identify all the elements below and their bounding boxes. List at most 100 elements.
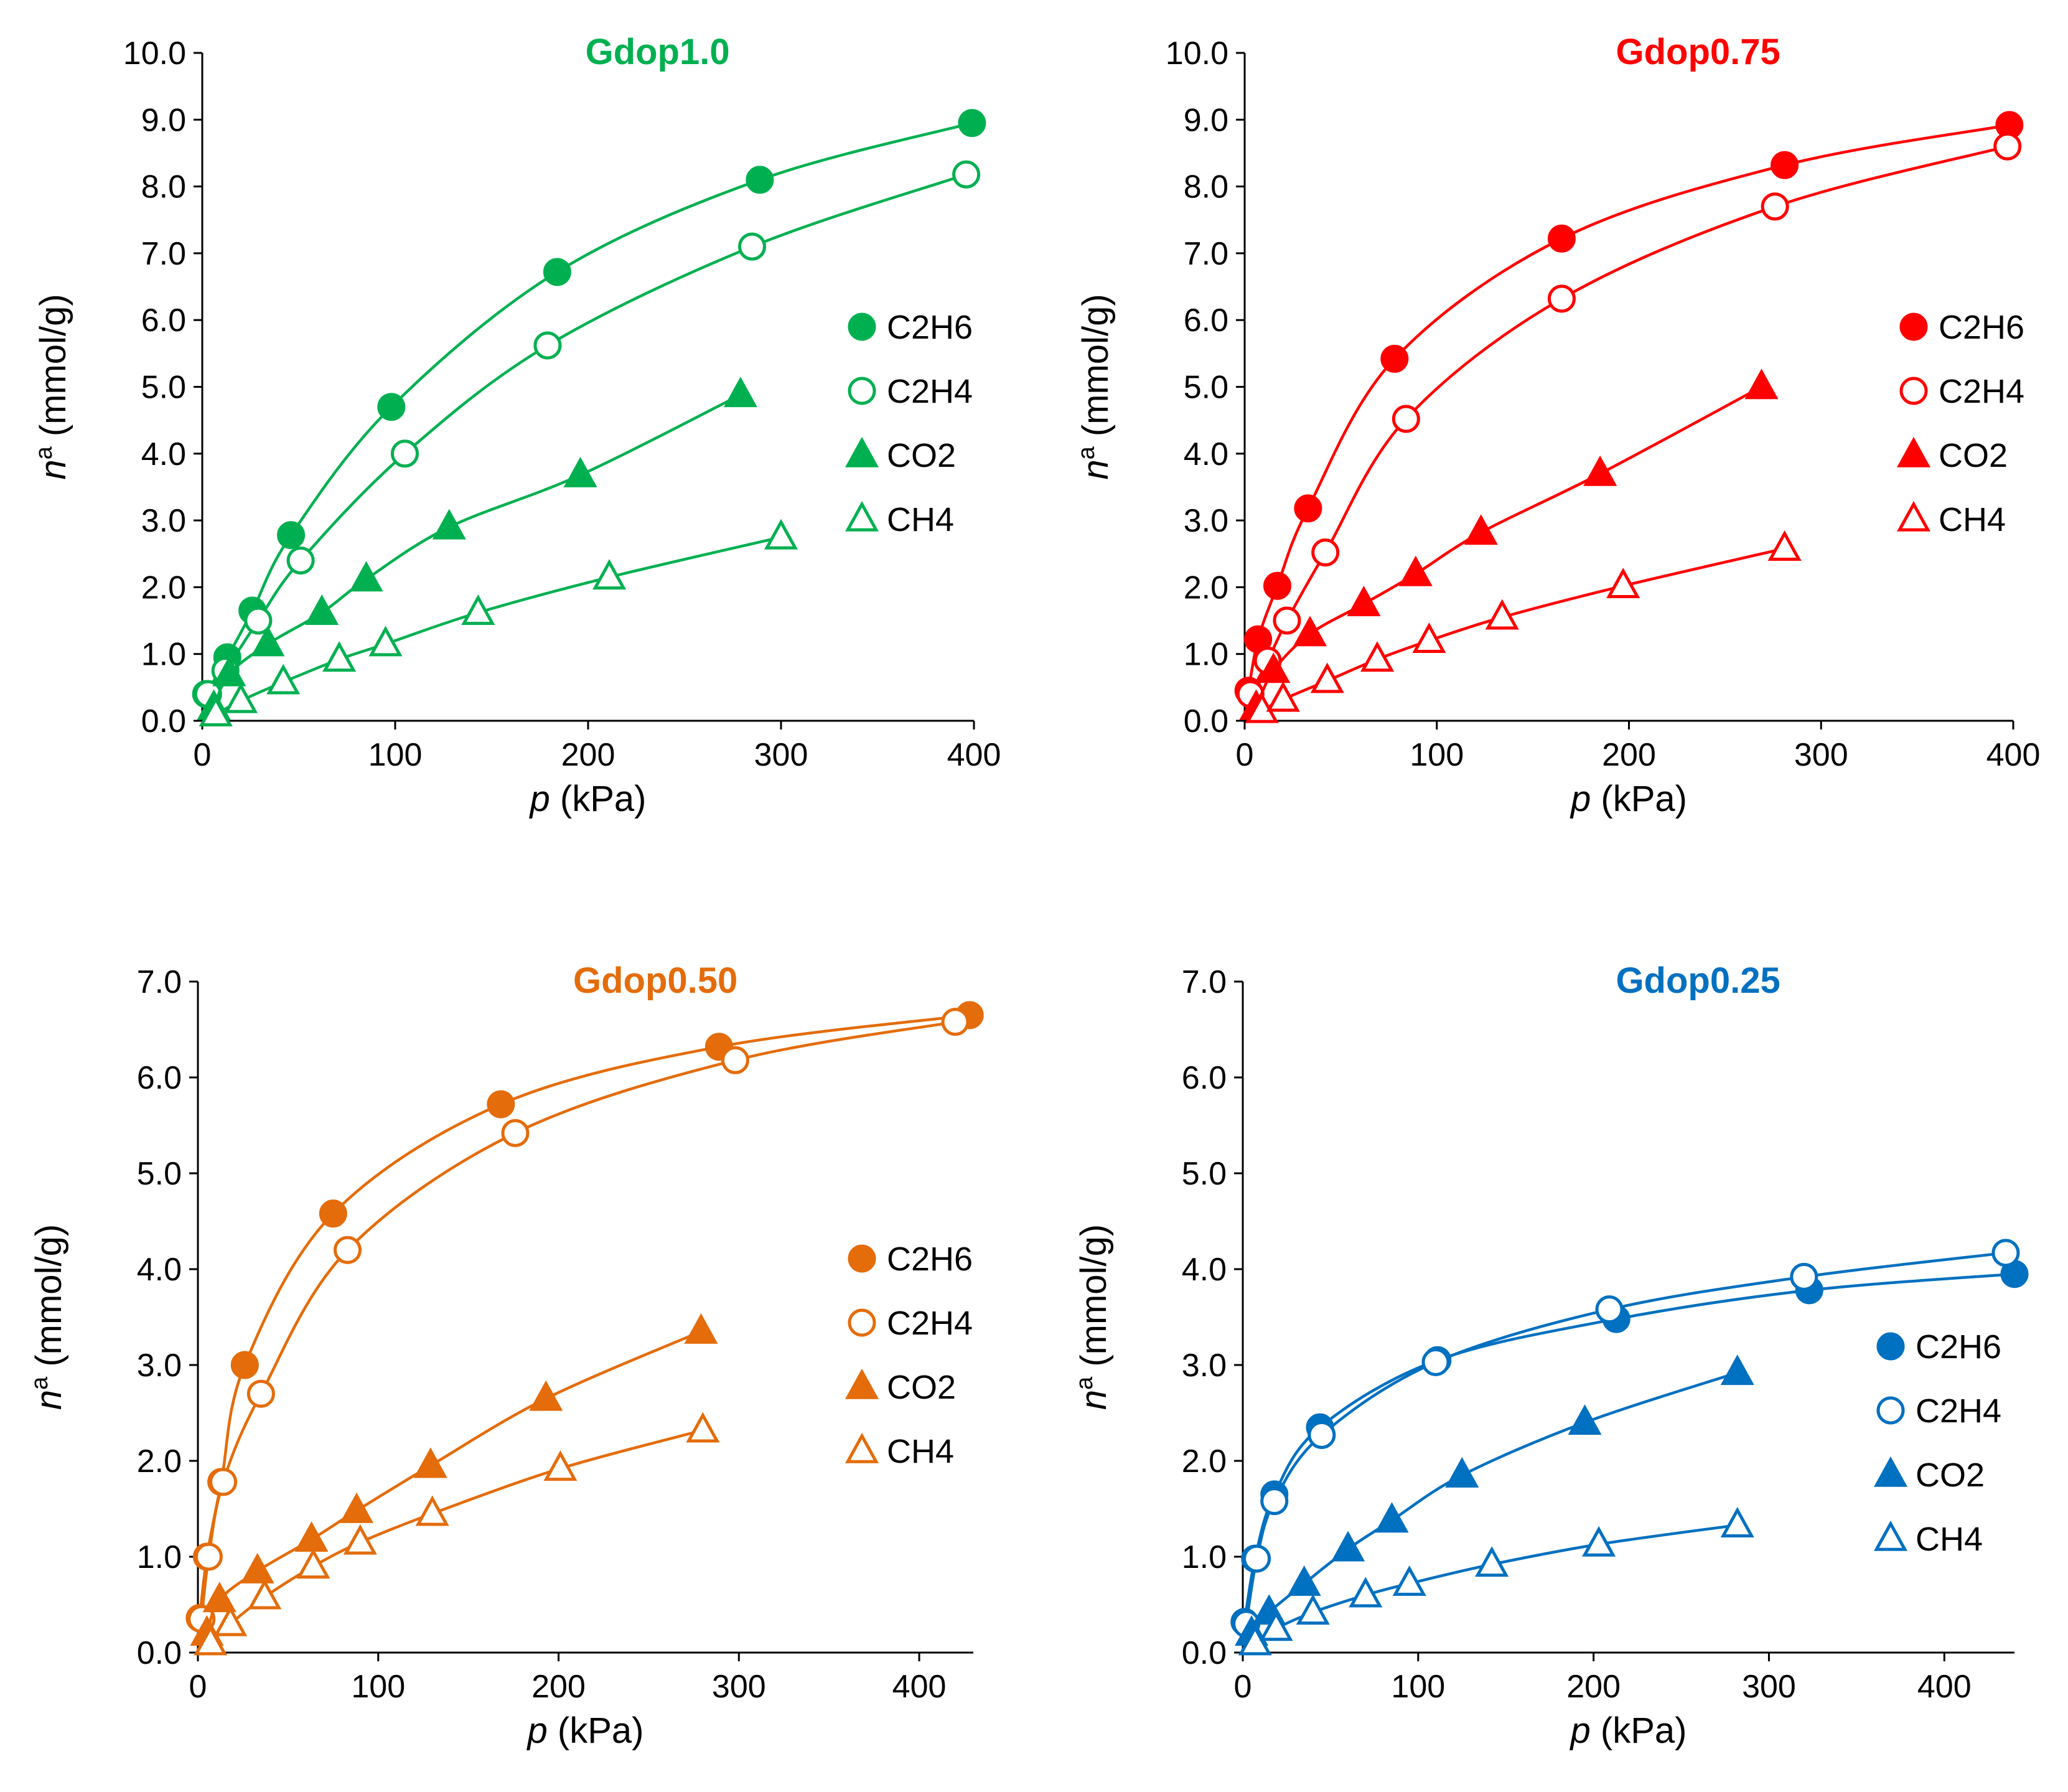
y-tick-label: 0.0 <box>1182 1635 1227 1671</box>
data-point <box>240 1552 274 1583</box>
x-axis-unit: (kPa) <box>1601 779 1687 819</box>
x-tick-label: 400 <box>892 1669 947 1705</box>
legend-entry: C2H6 <box>848 1241 973 1278</box>
y-tick-label: 0.0 <box>137 1635 182 1671</box>
x-axis-gap <box>1591 779 1601 819</box>
y-axis-label: na (mmol/g) <box>1072 1224 1114 1410</box>
data-point <box>1308 1420 1336 1449</box>
y-tick-label: 3.0 <box>1182 1348 1227 1384</box>
legend-entry: CH4 <box>845 1432 954 1470</box>
data-point <box>1475 1546 1509 1577</box>
legend-marker <box>1899 312 1928 341</box>
legend-marker <box>1873 1520 1908 1551</box>
y-tick-label: 1.0 <box>137 1539 182 1575</box>
y-tick-label: 7.0 <box>137 964 182 1000</box>
x-axis-var: p <box>529 779 550 819</box>
data-point <box>1347 586 1381 617</box>
data-point <box>1375 1502 1409 1533</box>
legend-entry: C2H4 <box>848 373 973 410</box>
data-point <box>248 1579 282 1610</box>
y-axis-unit: (mmol/g) <box>29 1224 69 1377</box>
data-point <box>1582 1526 1616 1557</box>
series-line <box>212 393 741 708</box>
series-line <box>209 1428 703 1644</box>
data-point <box>1294 494 1322 523</box>
data-point <box>1392 405 1420 433</box>
x-tick-label: 200 <box>1566 1669 1621 1705</box>
data-point <box>501 1119 530 1147</box>
y-tick-label: 6.0 <box>141 303 186 339</box>
data-point <box>684 1313 718 1344</box>
data-point <box>952 160 981 189</box>
data-point <box>432 509 466 540</box>
data-point <box>1583 455 1617 486</box>
series-c2h4 <box>1232 1239 2020 1638</box>
data-point <box>368 626 403 657</box>
data-point <box>1606 568 1640 599</box>
legend-entry: C2H4 <box>848 1305 973 1342</box>
legend-marker <box>848 1308 876 1337</box>
chart-gdop0-25: 0.0 1.0 2.0 3.0 4.0 5.0 6.0 7.0 0 100 200 300 400 p (… <box>1034 896 2068 1792</box>
legend-marker <box>848 377 876 405</box>
legend-label: C2H4 <box>887 373 973 410</box>
data-point <box>738 232 766 261</box>
data-point <box>194 1625 228 1656</box>
data-point <box>1349 1577 1383 1608</box>
legend-label: C2H4 <box>1916 1392 2001 1430</box>
x-tick-label: 200 <box>531 1669 586 1705</box>
data-point <box>230 1351 259 1379</box>
chart-svg: 0.0 1.0 2.0 3.0 4.0 5.0 6.0 7.0 8.0 9.0 10.0 0 100 20… <box>1074 32 2040 819</box>
chart-gdop1-0: 0.0 1.0 2.0 3.0 4.0 5.0 6.0 7.0 8.0 9.0 10.0 0 100 20… <box>0 0 1034 896</box>
x-axis-label: p (kPa) <box>529 779 647 819</box>
data-point <box>343 1524 377 1555</box>
legend-label: CH4 <box>887 501 954 538</box>
x-axis-var: p <box>1570 779 1591 819</box>
legend-marker <box>845 1368 879 1399</box>
data-point <box>223 682 258 713</box>
data-point <box>1263 571 1291 600</box>
data-point <box>941 1008 970 1036</box>
chart-gdop0-75: 0.0 1.0 2.0 3.0 4.0 5.0 6.0 7.0 8.0 9.0 10.0 0 100 20… <box>1034 0 2068 896</box>
chart-gdop0-50: 0.0 1.0 2.0 3.0 4.0 5.0 6.0 7.0 0 100 200 300 400 p (… <box>0 896 1034 1792</box>
series-ch4 <box>1238 1507 1754 1656</box>
x-tick-label: 200 <box>561 737 615 773</box>
x-tick-label: 300 <box>754 737 808 773</box>
y-tick-label: 7.0 <box>1182 964 1227 1000</box>
data-point <box>1421 1348 1450 1376</box>
y-axis-sup: a <box>1074 446 1100 459</box>
data-point <box>377 393 406 421</box>
x-tick-label: 100 <box>1410 737 1464 773</box>
y-tick-label: 6.0 <box>1184 303 1228 339</box>
y-tick-label: 3.0 <box>1184 503 1228 539</box>
data-point <box>487 1090 515 1119</box>
axes: 0.0 1.0 2.0 3.0 4.0 5.0 6.0 7.0 0 100 200 300 400 <box>1182 964 2014 1705</box>
series-c2h4 <box>187 1008 970 1633</box>
x-axis-gap <box>550 779 560 819</box>
y-tick-label: 0.0 <box>1184 703 1228 739</box>
y-axis-sup: a <box>27 1376 53 1390</box>
y-tick-label: 5.0 <box>1184 370 1228 406</box>
y-tick-label: 3.0 <box>137 1348 182 1384</box>
legend-entry: CO2 <box>1873 1456 1985 1494</box>
data-point <box>563 456 597 487</box>
y-axis-label: na (mmol/g) <box>31 294 73 479</box>
y-tick-label: 5.0 <box>141 370 186 406</box>
data-point <box>1464 514 1498 545</box>
data-point <box>286 546 315 575</box>
y-tick-label: 7.0 <box>141 236 186 272</box>
data-point <box>322 641 357 672</box>
chart-svg: 0.0 1.0 2.0 3.0 4.0 5.0 6.0 7.0 0 100 200 300 400 p (… <box>27 960 984 1751</box>
y-tick-label: 2.0 <box>1182 1443 1227 1480</box>
y-axis-label: na (mmol/g) <box>1074 294 1116 479</box>
series-c2h6 <box>1230 1260 2029 1636</box>
data-point <box>1771 151 1799 179</box>
legend-marker <box>845 1432 879 1463</box>
y-tick-label: 1.0 <box>1182 1539 1227 1575</box>
y-axis-sup: a <box>1072 1376 1098 1390</box>
axes: 0.0 1.0 2.0 3.0 4.0 5.0 6.0 7.0 0 100 200 300 400 <box>137 964 973 1705</box>
legend-label: C2H4 <box>887 1305 973 1342</box>
y-axis-var: n <box>29 1390 69 1410</box>
x-tick-label: 400 <box>1917 1669 1972 1705</box>
y-tick-label: 4.0 <box>137 1252 182 1288</box>
data-point <box>1720 1507 1754 1537</box>
